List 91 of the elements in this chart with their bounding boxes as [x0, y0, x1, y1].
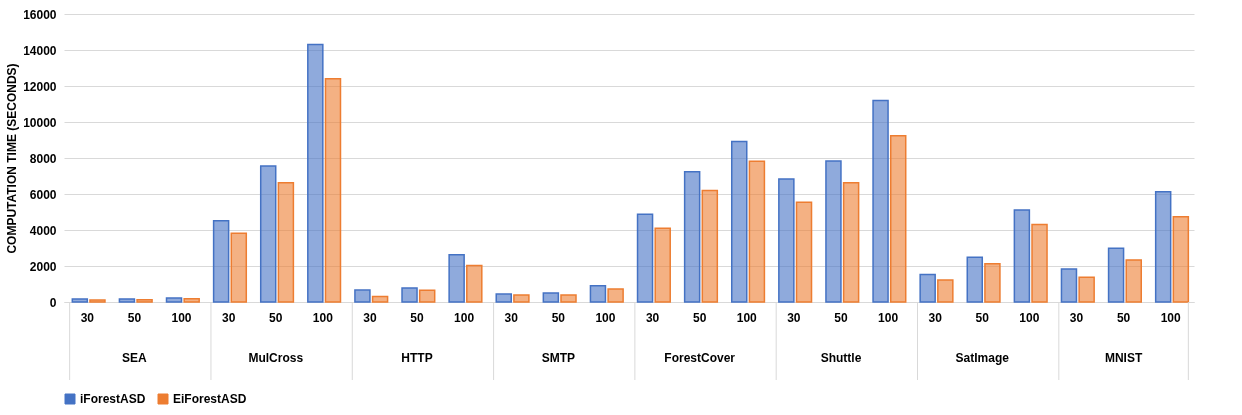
- bar: [748, 160, 766, 303]
- x-tick-label: 30: [221, 310, 236, 325]
- bar: [418, 289, 436, 303]
- bar: [183, 298, 200, 303]
- bar: [872, 99, 889, 303]
- bar: [636, 213, 654, 303]
- x-tick-label: 50: [410, 310, 425, 325]
- bar: [1154, 190, 1172, 303]
- text: SatImage: [955, 351, 1010, 365]
- text: SEA: [122, 351, 148, 365]
- text: ForestCover: [664, 351, 736, 365]
- bar: [937, 279, 954, 303]
- bar: [966, 256, 984, 303]
- x-tick-label: 30: [80, 310, 95, 325]
- bar: [1172, 215, 1190, 303]
- bar: [230, 232, 248, 303]
- y-tick-label: 10000: [23, 115, 57, 130]
- x-tick-label: 100: [1019, 310, 1040, 325]
- x-tick-label: 50: [1116, 310, 1131, 325]
- x-tick-label: 30: [504, 310, 519, 325]
- bar: [1125, 259, 1142, 303]
- x-tick-label: 100: [595, 310, 616, 325]
- bar: [513, 294, 530, 303]
- y-tick-label: 14000: [23, 43, 57, 58]
- text: Shuttle: [820, 351, 862, 365]
- bar: [542, 292, 560, 303]
- x-tick-label: 100: [878, 310, 899, 325]
- bar: [795, 201, 813, 303]
- bar: [730, 140, 748, 303]
- bar: [984, 263, 1001, 303]
- bar: [560, 294, 577, 303]
- bar: [165, 297, 183, 303]
- x-tick-label: 30: [363, 310, 377, 325]
- bar: [324, 78, 342, 303]
- bar: [701, 189, 719, 303]
- y-tick-label: 0: [49, 295, 57, 310]
- bar: [466, 264, 483, 303]
- x-tick-label: 50: [127, 310, 142, 325]
- bar: [1107, 247, 1125, 303]
- bar: [371, 295, 389, 303]
- x-tick-label: 50: [692, 310, 707, 325]
- bar: [136, 298, 153, 303]
- bar: [778, 178, 795, 303]
- y-tick-label: 16000: [23, 7, 57, 22]
- bar: [212, 219, 230, 303]
- y-tick-label: 2000: [29, 259, 57, 274]
- bar: [71, 298, 89, 303]
- legend-label: EiForestASD: [173, 392, 247, 406]
- bar: [919, 273, 936, 303]
- bar: [495, 293, 512, 303]
- bar: [448, 254, 465, 303]
- y-tick-label: 6000: [29, 187, 57, 202]
- bar: [842, 182, 860, 303]
- y-tick-label: 12000: [23, 79, 57, 94]
- y-axis-title: COMPUTATION TIME (SECONDS): [5, 63, 20, 254]
- text: MNIST: [1104, 351, 1143, 365]
- bar: [354, 289, 371, 303]
- x-tick-label: 100: [171, 310, 192, 325]
- bar: [825, 160, 842, 303]
- x-tick-label: 50: [269, 310, 283, 325]
- x-tick-label: 30: [1069, 310, 1084, 325]
- y-tick-label: 4000: [29, 223, 57, 238]
- x-tick-label: 100: [454, 310, 475, 325]
- bar: [1031, 223, 1048, 303]
- y-tick-label: 8000: [29, 151, 57, 166]
- x-tick-label: 30: [645, 310, 660, 325]
- x-tick-label: 30: [928, 310, 943, 325]
- bar: [118, 298, 136, 303]
- legend-label: iForestASD: [80, 392, 146, 406]
- bar: [1013, 209, 1031, 303]
- bar: [589, 285, 607, 303]
- text: HTTP: [401, 351, 433, 365]
- x-tick-label: 30: [787, 310, 801, 325]
- text: MulCross: [248, 351, 304, 365]
- x-tick-label: 100: [312, 310, 334, 325]
- x-tick-label: 100: [736, 310, 758, 325]
- bar: [683, 171, 701, 303]
- bar: [401, 287, 418, 303]
- x-tick-label: 50: [834, 310, 848, 325]
- bar: [654, 227, 671, 303]
- x-tick-label: 50: [975, 310, 990, 325]
- text: SMTP: [541, 351, 576, 365]
- x-tick-label: 50: [551, 310, 566, 325]
- x-tick-label: 100: [1160, 310, 1182, 325]
- bar: [889, 134, 907, 303]
- bar: [307, 43, 324, 303]
- bar: [1078, 276, 1095, 303]
- bar: [277, 182, 295, 303]
- bar: [259, 165, 277, 303]
- bar: [607, 288, 624, 303]
- bar: [1060, 268, 1078, 303]
